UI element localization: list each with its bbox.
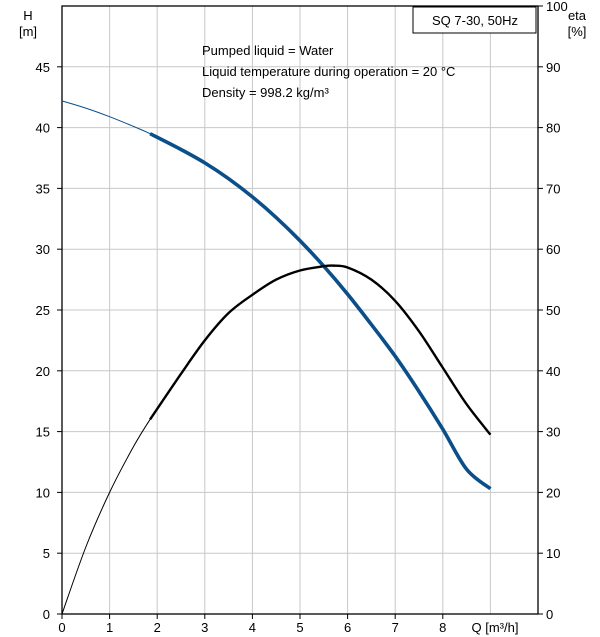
right-y-tick-label: 100 bbox=[546, 0, 568, 14]
left-y-tick-label: 20 bbox=[36, 364, 50, 379]
x-tick-label: 1 bbox=[106, 620, 113, 635]
left-y-tick-label: 35 bbox=[36, 181, 50, 196]
x-tick-label: 8 bbox=[439, 620, 446, 635]
right-y-tick-label: 40 bbox=[546, 364, 560, 379]
annotation-temperature: Liquid temperature during operation = 20… bbox=[202, 64, 455, 79]
right-y-tick-label: 50 bbox=[546, 303, 560, 318]
right-y-axis-ticks: 0 10 20 30 40 50 60 70 80 90 100 bbox=[538, 0, 568, 622]
eta-curve-full-range bbox=[61, 265, 491, 615]
left-y-tick-label: 10 bbox=[36, 485, 50, 500]
title-box bbox=[412, 6, 537, 34]
x-tick-label: 4 bbox=[249, 620, 256, 635]
right-y-tick-label: 30 bbox=[546, 425, 560, 440]
head-curve-operating-range bbox=[149, 132, 492, 491]
x-axis-label: Q [m³/h] bbox=[472, 620, 519, 635]
grid-lines bbox=[62, 6, 538, 614]
right-y-tick-label: 60 bbox=[546, 242, 560, 257]
right-y-tick-label: 70 bbox=[546, 181, 560, 196]
right-axis-label-unit: [%] bbox=[568, 24, 587, 39]
eta-curve-operating-range bbox=[149, 264, 492, 436]
x-tick-label: 2 bbox=[154, 620, 161, 635]
x-tick-label: 3 bbox=[201, 620, 208, 635]
head-curve-full-range bbox=[61, 100, 491, 490]
right-y-tick-label: 80 bbox=[546, 121, 560, 136]
left-axis-label-unit: [m] bbox=[19, 24, 37, 39]
x-tick-label: 6 bbox=[344, 620, 351, 635]
right-y-tick-label: 90 bbox=[546, 60, 560, 75]
chart-title: SQ 7-30, 50Hz bbox=[432, 13, 518, 28]
left-y-tick-label: 25 bbox=[36, 303, 50, 318]
left-y-tick-label: 0 bbox=[43, 607, 50, 622]
left-y-tick-label: 15 bbox=[36, 425, 50, 440]
left-axis-label-h: H bbox=[23, 8, 32, 23]
right-y-tick-label: 10 bbox=[546, 546, 560, 561]
left-y-tick-label: 40 bbox=[36, 121, 50, 136]
right-y-tick-label: 20 bbox=[546, 485, 560, 500]
x-axis-ticks: 0 1 2 3 4 5 6 7 8 bbox=[58, 614, 446, 635]
right-y-tick-label: 0 bbox=[546, 607, 553, 622]
left-y-tick-label: 30 bbox=[36, 242, 50, 257]
curves bbox=[61, 100, 492, 615]
right-axis-label-eta: eta bbox=[568, 8, 587, 23]
left-y-tick-label: 5 bbox=[43, 546, 50, 561]
annotation-liquid: Pumped liquid = Water bbox=[202, 43, 334, 58]
x-tick-label: 0 bbox=[58, 620, 65, 635]
left-y-tick-label: 45 bbox=[36, 60, 50, 75]
x-tick-label: 7 bbox=[392, 620, 399, 635]
left-y-axis-ticks: 0 5 10 15 20 25 30 35 40 45 bbox=[36, 60, 62, 622]
x-tick-label: 5 bbox=[296, 620, 303, 635]
annotation-density: Density = 998.2 kg/m³ bbox=[202, 85, 329, 100]
